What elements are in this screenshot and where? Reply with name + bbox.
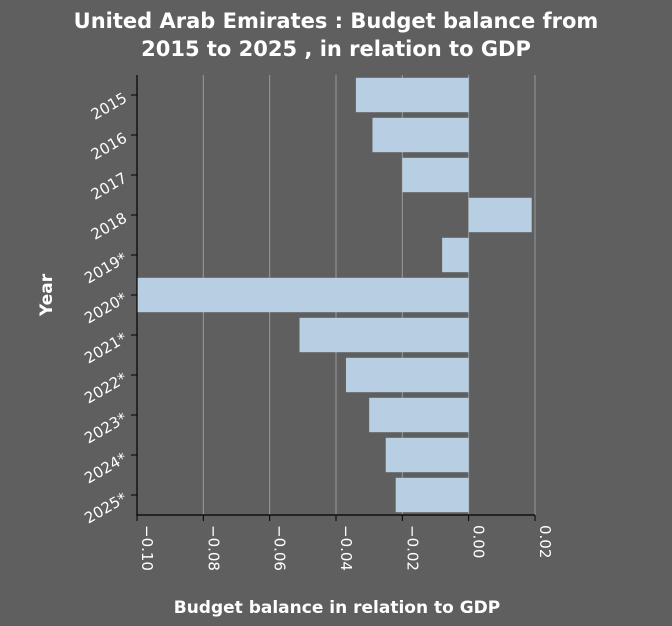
bar-2025-est (395, 477, 469, 513)
y-tick-labels: 2015 2016 2017 2018 2019*2020*2021*2022*2023… (81, 89, 130, 527)
x-tick-label: −0.08 (204, 525, 222, 571)
x-tick-label: −0.04 (337, 525, 355, 571)
x-tick-label: 0.00 (470, 525, 488, 558)
x-tick-label: −0.06 (271, 525, 289, 571)
y-axis-label: Year (37, 273, 57, 317)
bars (137, 77, 532, 513)
bar-2023-est (369, 397, 469, 433)
x-axis-label: Budget balance in relation to GDP (174, 598, 501, 618)
y-tick-label: 2025* (81, 489, 130, 528)
bar-2021-est (299, 317, 469, 353)
y-tick-label: 2019* (81, 249, 130, 288)
bar-2019-est (442, 237, 469, 273)
y-tick-label: 2024* (81, 449, 130, 488)
bar-2017 (402, 157, 469, 193)
bar-2020-est (137, 277, 469, 313)
axes (131, 75, 536, 521)
chart-title-line-2: 2015 to 2025 , in relation to GDP (141, 37, 531, 61)
y-tick-label: 2023* (81, 409, 130, 448)
bar-2024-est (385, 437, 469, 473)
y-tick-label: 2021* (81, 329, 130, 368)
y-tick-label: 2017 (88, 169, 130, 204)
bar-2016 (372, 117, 469, 153)
x-tick-label: −0.02 (403, 525, 421, 571)
y-tick-label: 2015 (88, 89, 130, 124)
x-tick-label: −0.10 (138, 525, 156, 571)
x-tick-labels: −0.10 −0.08 −0.06 −0.04 −0.02 0.00 0.02 (138, 525, 554, 571)
bar-2022-est (345, 357, 469, 393)
x-tick-label: 0.02 (536, 525, 554, 558)
bar-2015 (355, 77, 469, 113)
y-tick-label: 2020* (81, 289, 130, 328)
chart-title-line-1: United Arab Emirates : Budget balance fr… (74, 9, 599, 33)
y-tick-label: 2016 (88, 129, 130, 164)
y-tick-label: 2018 (88, 209, 130, 244)
y-tick-label: 2022* (81, 369, 130, 408)
bar-2018 (468, 197, 532, 233)
